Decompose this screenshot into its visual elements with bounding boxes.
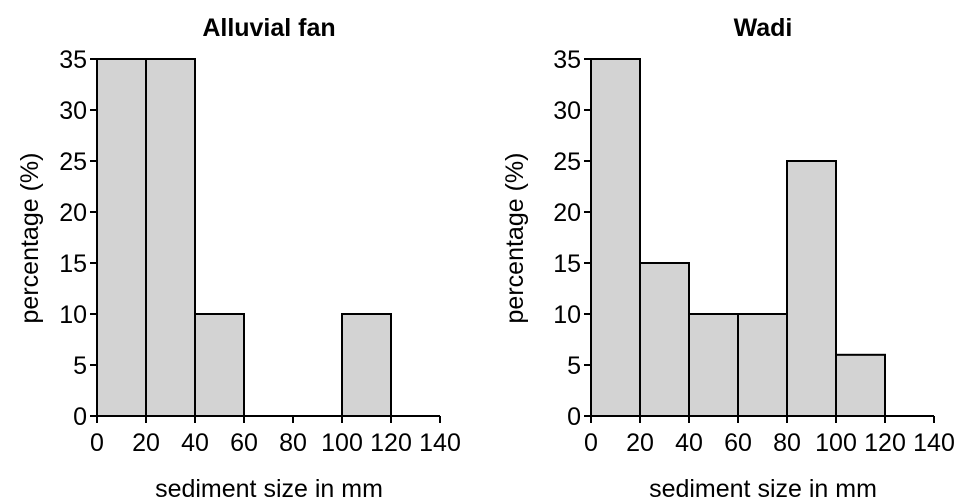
x-axis-label: sediment size in mm	[649, 475, 877, 501]
x-tick-label: 120	[864, 429, 906, 457]
x-tick-label: 20	[132, 429, 160, 457]
x-tick-label: 120	[370, 429, 412, 457]
alluvial-fan-panel: Alluvial fan percentage (%) sediment siz…	[16, 14, 461, 501]
axes-group: 0 5 10 15 20 25 30 35 0 20 40 60 80 100 120 140	[553, 46, 955, 457]
wadi-panel: Wadi percentage (%) sediment size in mm …	[501, 14, 955, 501]
y-tick-label: 0	[73, 403, 87, 431]
x-tick-label: 60	[724, 429, 752, 457]
x-tick-label: 0	[584, 429, 598, 457]
x-tick-label: 40	[675, 429, 703, 457]
histogram-bar	[639, 262, 690, 417]
histogram-bar	[96, 58, 147, 417]
y-tick-label: 15	[553, 250, 581, 278]
y-tick-label: 35	[59, 46, 87, 74]
y-tick-label: 5	[73, 352, 87, 380]
histogram-bar	[341, 313, 392, 417]
y-tick-label: 25	[59, 148, 87, 176]
y-tick-label: 20	[553, 199, 581, 227]
axes-group: 0 5 10 15 20 25 30 35 0 20 40 60 80 100 120 140	[59, 46, 461, 457]
y-axis-label: percentage (%)	[501, 153, 529, 324]
x-tick-label: 80	[773, 429, 801, 457]
histogram-bar	[835, 353, 886, 417]
chart-title: Alluvial fan	[202, 14, 335, 42]
y-tick-label: 0	[567, 403, 581, 431]
x-tick-label: 80	[279, 429, 307, 457]
histogram-bar	[145, 58, 196, 417]
y-tick-label: 15	[59, 250, 87, 278]
x-tick-label: 140	[419, 429, 461, 457]
y-tick-label: 10	[553, 301, 581, 329]
histogram-bar	[590, 58, 641, 417]
x-tick-label: 100	[815, 429, 857, 457]
histogram-bar	[737, 313, 788, 417]
y-tick-label: 30	[553, 97, 581, 125]
histogram-bar	[786, 160, 837, 417]
y-axis-label: percentage (%)	[16, 153, 44, 324]
y-tick-label: 25	[553, 148, 581, 176]
bars-group	[590, 58, 886, 417]
x-tick-label: 60	[230, 429, 258, 457]
y-tick-label: 10	[59, 301, 87, 329]
x-axis-label: sediment size in mm	[155, 475, 383, 501]
bars-group	[96, 58, 392, 417]
x-tick-label: 20	[626, 429, 654, 457]
y-tick-label: 30	[59, 97, 87, 125]
y-tick-label: 20	[59, 199, 87, 227]
histogram-bar	[688, 313, 739, 417]
y-tick-label: 35	[553, 46, 581, 74]
x-tick-label: 140	[913, 429, 955, 457]
y-tick-label: 5	[567, 352, 581, 380]
histogram-bar	[194, 313, 245, 417]
x-tick-label: 100	[321, 429, 363, 457]
x-tick-label: 40	[181, 429, 209, 457]
x-tick-label: 0	[90, 429, 104, 457]
chart-title: Wadi	[734, 14, 793, 42]
